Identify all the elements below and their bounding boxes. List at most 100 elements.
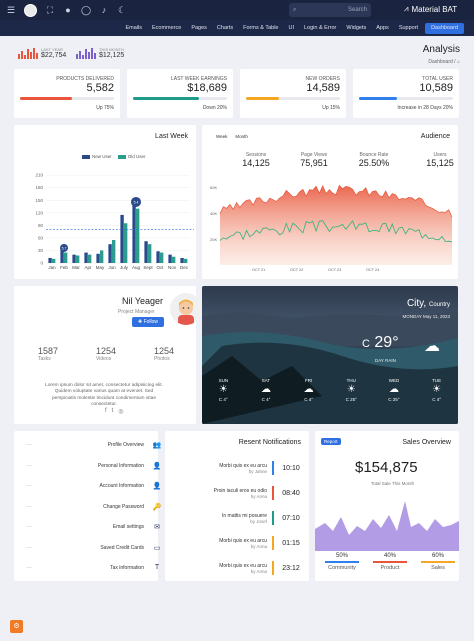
tab-month[interactable]: Month [235,134,248,139]
forecast-day-1: SAT ☁ C 4° [251,378,281,402]
settings-fab[interactable]: ⚙ [10,620,23,633]
menu-item-1[interactable]: ··· Personal Information 👤 [26,462,162,470]
legend-name: Product [380,565,400,571]
more-icon[interactable]: ··· [26,462,32,469]
stat-card-2: NEW ORDERS 14,589 Up 15% [240,69,346,118]
breadcrumb[interactable]: Dashboard / ⌂ [428,59,460,65]
more-icon[interactable]: ··· [26,503,32,510]
bell-icon[interactable]: ♪ [101,5,107,15]
twitter-icon[interactable]: t [111,408,114,414]
nav-item-6[interactable]: Login & Error [303,25,337,31]
home-icon[interactable]: ⌂ [456,59,460,65]
nav-item-5[interactable]: UI [288,25,294,31]
menu-item-5[interactable]: ··· Saved Credit Cards ▭ [26,544,162,552]
menu-item-label: Saved Credit Cards [100,544,144,551]
more-icon[interactable]: ··· [26,524,32,530]
chat-icon[interactable]: ◯ [81,5,92,15]
notification-message: Morbi quis ex eu arcu [219,537,267,544]
x-tick-label: May [96,265,105,270]
nav-item-3[interactable]: Charts [216,25,234,31]
stat-progress-fill [359,97,397,100]
settings-icon: ⚙ [13,623,20,630]
bar-old-user [76,255,80,263]
profile-stat-1: 1254 Videos [96,346,116,362]
forecast-day-5: TUE ☀ C 4° [422,378,452,402]
forecast-temp: C 25° [345,397,357,402]
more-icon[interactable]: ··· [26,483,32,489]
brand-logo[interactable]: ⩘ Material BAT [404,4,457,14]
more-icon[interactable]: ··· [26,442,32,448]
more-icon[interactable]: ··· [26,544,32,551]
nav-item-7[interactable]: Widgets [346,25,367,31]
nav-item-4[interactable]: Forms & Table [243,25,279,31]
sales-subtitle: Total Sale This Month [371,481,415,486]
menu-item-label: Change Password [103,503,144,510]
bar-new-user [48,257,52,263]
report-badge[interactable]: Report [321,438,341,445]
weather-icon: ☁ [388,384,399,395]
more-icon[interactable]: ··· [26,564,32,571]
menu-item-icon: 👤 [152,462,162,470]
bar-new-user [168,254,172,263]
sales-legend-1: 40% Product [365,553,415,571]
weather-icon: ☁ [260,384,271,395]
mini-bar [94,52,96,59]
nav-item-0[interactable]: Emails [125,25,142,31]
search-input[interactable]: ⌕ Search [289,3,371,17]
bar-new-user [108,244,112,263]
nav-item-1[interactable]: Ecommerce [151,25,182,31]
stat-progress-fill [246,97,279,100]
notification-accent [272,561,274,575]
x-tick-label: OCT 24 [366,268,379,272]
nav-item-8[interactable]: Apps [376,25,389,31]
bar-new-user [120,214,124,263]
notification-item[interactable]: Morbi quis ex eu arcu by Anna 23:12 [171,561,303,575]
notification-item[interactable]: In mattis mi posuere by Josef 07:10 [171,511,303,525]
breadcrumb-item[interactable]: Dashboard [428,59,453,65]
stat-value: 10,589 [419,82,453,94]
profile-name: Nil Yeager [122,296,164,306]
sliders-icon[interactable]: ☰ [6,5,16,15]
legend-pct: 50% [335,553,348,559]
moon-icon[interactable]: ☾ [117,5,127,15]
temp-value: 29° [374,334,399,351]
follow-button[interactable]: ✚ Follow [132,317,164,327]
stat-title: PRODUCTS DELIVERED [56,76,114,82]
mini-bar [82,54,84,59]
x-tick-label: Jun [108,265,116,270]
profile-card: Nil Yeager Project Manager ✚ Follow 1587… [14,286,202,424]
globe-icon[interactable]: ◎ [118,409,124,415]
menu-item-3[interactable]: ··· Change Password 🔑 [26,503,162,511]
menu-item-2[interactable]: ··· Account Information 👤 [26,482,162,490]
menu-item-0[interactable]: ··· Profile Overview 👥 [26,441,162,449]
facebook-icon[interactable]: f [105,408,107,414]
nav-item-9[interactable]: Support [398,25,419,31]
menu-item-4[interactable]: ··· Email settings ✉ [26,523,162,531]
flag-icon[interactable]: ● [65,5,71,15]
profile-avatar [170,293,202,325]
notification-item[interactable]: Morbi quis ex eu arcu by Anna 01:15 [171,536,303,550]
last-week-chart: 0 30 60 90 120 150 180 210 Jan Feb Mar Apr May Jun Jul… [35,173,194,270]
profile-stat-value: 1587 [38,346,59,356]
tab-week[interactable]: Week [216,134,228,139]
chart-legend: New User Old User [82,154,146,159]
nav-item-10[interactable]: Dashboard [425,22,464,34]
x-tick-label: Dec [180,265,189,270]
stat-progress [359,97,453,100]
logo-icon: ⩘ [404,4,409,13]
notification-item[interactable]: Proin iaculi eros eu odio by Anna 08:40 [171,486,303,500]
forecast-day-label: SAT [261,378,271,383]
fullscreen-icon[interactable]: ⛶ [46,5,54,15]
sales-legend-2: 60% Sales [413,553,463,571]
y-tick-label: 90 [38,223,44,228]
avatar[interactable] [24,3,37,17]
sales-area [315,501,459,551]
legend-label: New User [92,154,112,159]
notification-item[interactable]: Morbi quis ex eu arcu by Jahne 10:10 [171,461,303,475]
sales-chart [315,501,459,551]
nav-item-2[interactable]: Pages [191,25,207,31]
profile-stat-2: 1254 Photos [154,346,174,362]
menu-item-6[interactable]: ··· Tax information T [26,564,162,571]
sales-amount: $154,875 [355,459,418,476]
forecast-day-4: WED ☁ C 25° [379,378,409,402]
